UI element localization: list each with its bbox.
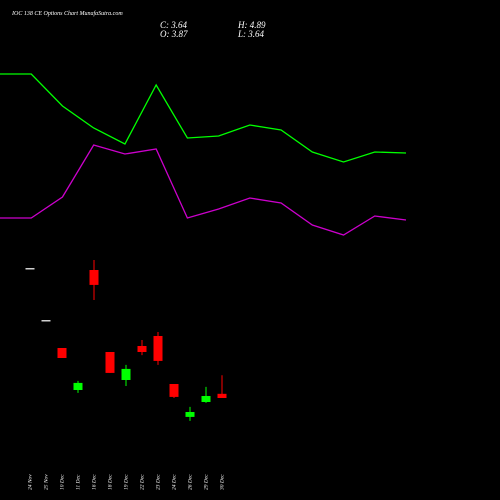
candle-body	[41, 320, 51, 322]
x-tick-label: 30 Dec	[219, 474, 225, 491]
candle-body	[137, 346, 147, 352]
candle-body	[153, 336, 163, 361]
candle-body	[169, 384, 179, 397]
x-tick-label: 16 Dec	[91, 474, 97, 490]
low-label: L: 3.64	[237, 29, 265, 39]
x-tick-label: 24 Dec	[170, 474, 177, 490]
indicator-line	[0, 144, 407, 236]
x-tick-label: 26 Dec	[187, 474, 193, 490]
chart-title: IOC 138 CE Options Chart MunafaSutra.com	[11, 10, 123, 17]
candle-body	[57, 348, 67, 358]
candle-body	[201, 396, 211, 402]
x-tick-label: 22 Dec	[139, 474, 145, 490]
high-label: H: 4.89	[237, 20, 266, 30]
candle-body	[89, 270, 99, 285]
x-tick-label: 24 Nov	[26, 474, 33, 490]
candle-body	[185, 412, 195, 417]
indicator-line	[0, 73, 407, 163]
candle-body	[217, 393, 227, 398]
x-tick-label: 11 Dec	[75, 474, 81, 490]
x-tick-label: 18 Dec	[107, 474, 113, 490]
x-tick-label: 19 Dec	[123, 474, 129, 490]
candle-body	[73, 382, 83, 390]
candle-body	[25, 268, 35, 270]
x-tick-label: 25 Nov	[43, 474, 49, 490]
candle-body	[121, 368, 131, 380]
x-tick-label: 29 Dec	[203, 474, 209, 490]
x-tick-label: 10 Dec	[59, 474, 65, 490]
close-label: C: 3.64	[160, 20, 188, 30]
x-tick-label: 23 Dec	[155, 474, 161, 490]
open-label: O: 3.87	[160, 29, 188, 39]
candle-body	[105, 352, 115, 373]
